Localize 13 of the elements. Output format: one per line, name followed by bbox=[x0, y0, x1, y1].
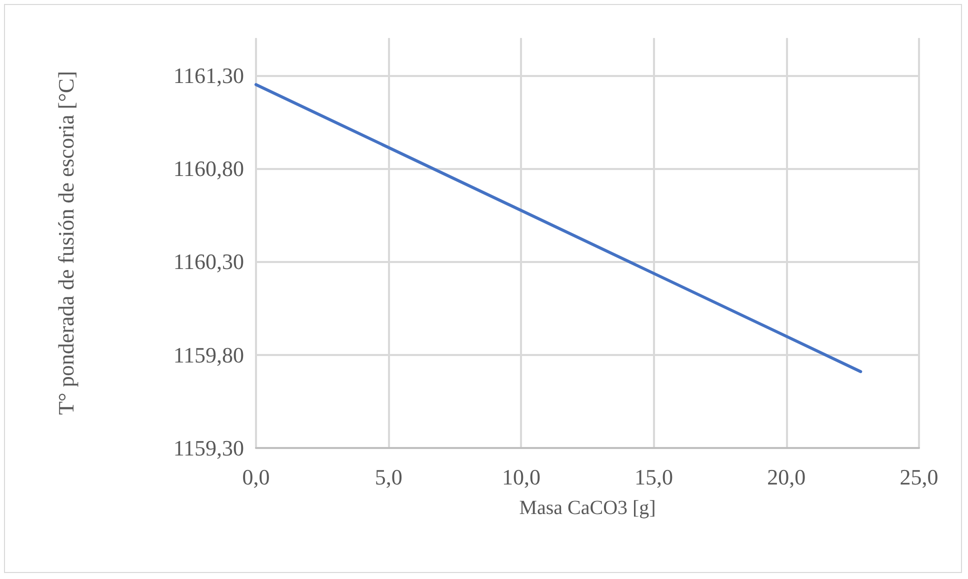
y-tick-label: 1159,30 bbox=[173, 436, 244, 460]
y-tick-label: 1159,80 bbox=[173, 342, 244, 368]
x-axis-title: Masa CaCO3 [g] bbox=[519, 497, 656, 519]
x-tick-label: 15,0 bbox=[634, 464, 674, 490]
y-tick-label: 1160,30 bbox=[173, 249, 244, 274]
x-tick-label: 0,0 bbox=[242, 464, 270, 490]
x-tick-label: 10,0 bbox=[502, 464, 540, 490]
y-tick-label: 1161,30 bbox=[173, 62, 244, 88]
x-tick-label: 25,0 bbox=[900, 464, 938, 490]
y-tick-label: 1160,80 bbox=[173, 156, 244, 181]
y-axis-title: T° ponderada de fusión de escoria [°C] bbox=[54, 71, 78, 415]
x-tick-label: 5,0 bbox=[374, 464, 402, 490]
x-tick-label: 20,0 bbox=[767, 464, 806, 490]
